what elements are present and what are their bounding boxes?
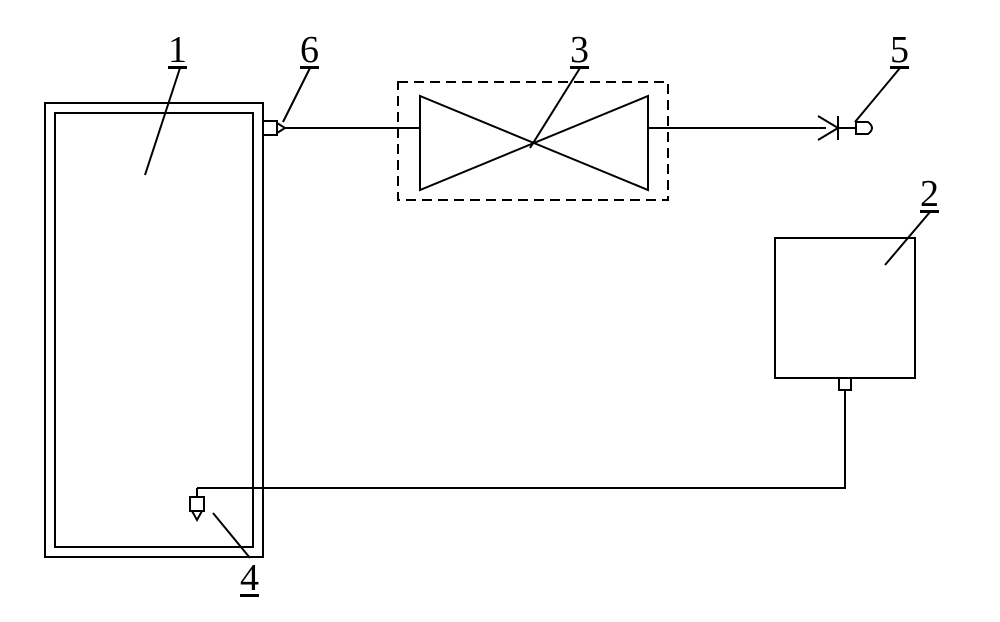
pipe-2-to-4 — [197, 400, 845, 488]
label-2: 2 — [920, 172, 939, 216]
port-6 — [263, 121, 285, 135]
label-1: 1 — [168, 28, 187, 72]
label-4: 4 — [240, 556, 259, 600]
label-3: 3 — [570, 28, 589, 72]
leader-1 — [145, 68, 180, 175]
port-2-bottom — [839, 378, 851, 400]
leader-5 — [855, 68, 900, 122]
port-4 — [190, 488, 204, 520]
leader-6 — [283, 68, 310, 122]
leader-4 — [213, 513, 250, 558]
schematic-diagram: 1 6 3 5 2 4 — [0, 0, 1000, 617]
leader-3 — [530, 68, 580, 148]
label-6: 6 — [300, 28, 319, 72]
component-5 — [818, 116, 872, 140]
component-1-inner — [55, 113, 253, 547]
label-5: 5 — [890, 28, 909, 72]
component-2 — [775, 238, 915, 378]
diagram-svg — [0, 0, 1000, 617]
